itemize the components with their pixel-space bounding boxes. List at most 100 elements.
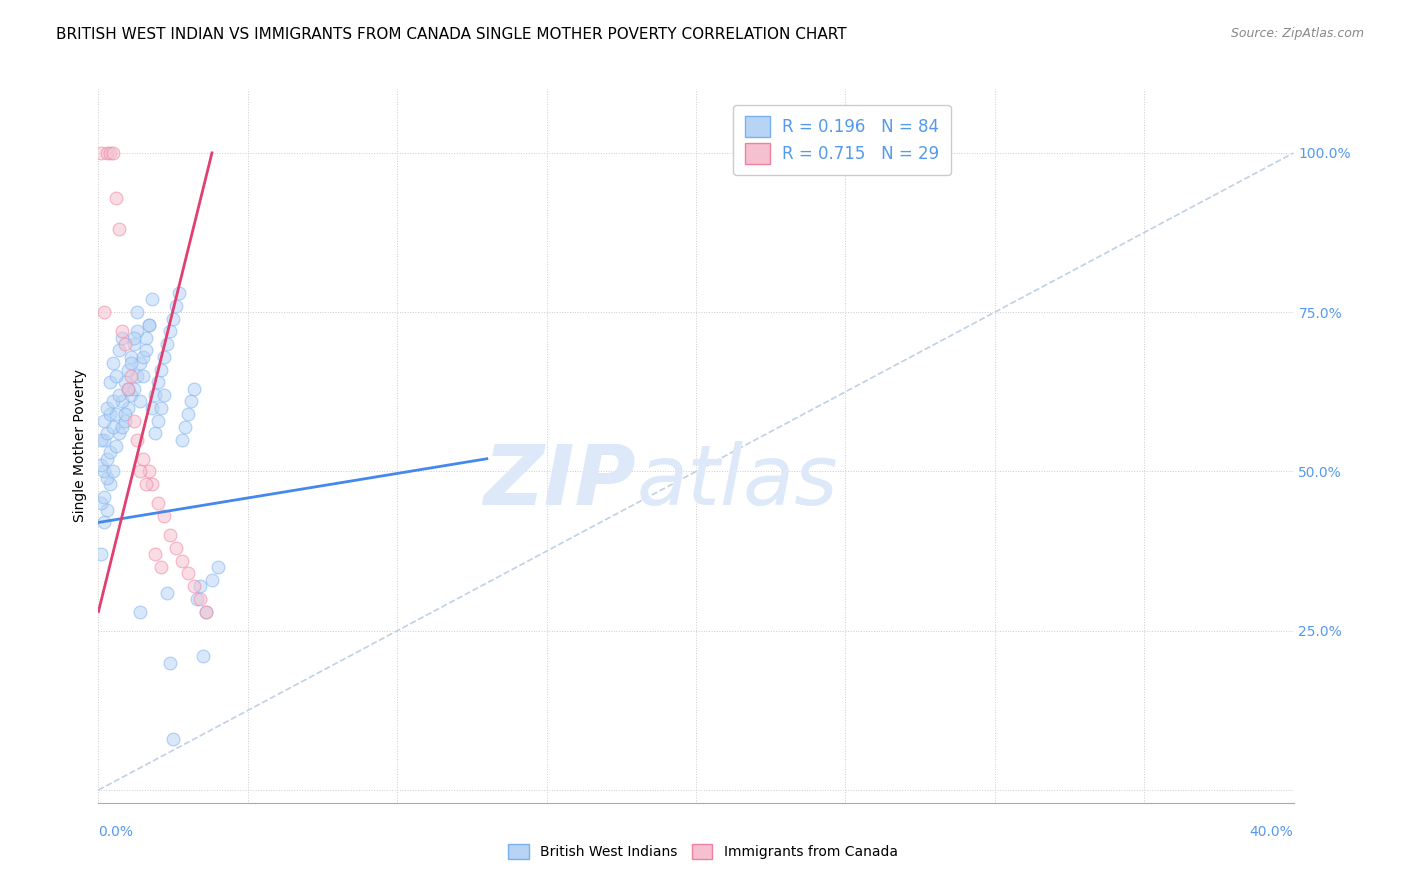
Point bbox=[120, 356, 142, 370]
Legend: British West Indians, Immigrants from Canada: British West Indians, Immigrants from Ca… bbox=[503, 838, 903, 865]
Point bbox=[111, 420, 134, 434]
Point bbox=[114, 376, 136, 390]
Point bbox=[188, 591, 211, 606]
Point bbox=[117, 382, 139, 396]
Point bbox=[124, 382, 146, 396]
Point bbox=[103, 420, 125, 434]
Point bbox=[172, 554, 194, 568]
Point bbox=[124, 331, 146, 345]
Point bbox=[103, 356, 125, 370]
Point bbox=[138, 318, 160, 332]
Point bbox=[96, 401, 118, 415]
Point bbox=[132, 350, 155, 364]
Point bbox=[207, 560, 229, 574]
Point bbox=[124, 413, 146, 427]
Point bbox=[103, 394, 125, 409]
Point bbox=[117, 362, 139, 376]
Point bbox=[129, 465, 152, 479]
Point bbox=[108, 388, 131, 402]
Point bbox=[98, 477, 122, 491]
Point bbox=[90, 458, 112, 472]
Point bbox=[93, 516, 115, 530]
Point bbox=[111, 394, 134, 409]
Point bbox=[93, 413, 115, 427]
Point bbox=[103, 465, 125, 479]
Point bbox=[141, 401, 163, 415]
Point bbox=[98, 376, 122, 390]
Point bbox=[156, 337, 179, 351]
Point bbox=[159, 656, 181, 670]
Point bbox=[177, 566, 200, 581]
Point bbox=[148, 496, 170, 510]
Point bbox=[153, 509, 176, 524]
Point bbox=[143, 388, 166, 402]
Point bbox=[148, 413, 170, 427]
Text: atlas: atlas bbox=[636, 442, 838, 522]
Point bbox=[194, 605, 218, 619]
Point bbox=[111, 324, 134, 338]
Text: BRITISH WEST INDIAN VS IMMIGRANTS FROM CANADA SINGLE MOTHER POVERTY CORRELATION : BRITISH WEST INDIAN VS IMMIGRANTS FROM C… bbox=[56, 27, 846, 42]
Point bbox=[114, 413, 136, 427]
Point bbox=[129, 356, 152, 370]
Point bbox=[90, 496, 112, 510]
Legend: R = 0.196   N = 84, R = 0.715   N = 29: R = 0.196 N = 84, R = 0.715 N = 29 bbox=[734, 104, 950, 176]
Point bbox=[108, 426, 131, 441]
Point bbox=[105, 368, 128, 383]
Point bbox=[174, 420, 197, 434]
Text: 40.0%: 40.0% bbox=[1250, 825, 1294, 839]
Point bbox=[159, 528, 181, 542]
Point bbox=[150, 362, 173, 376]
Point bbox=[90, 547, 112, 561]
Point bbox=[98, 145, 122, 160]
Point bbox=[172, 433, 194, 447]
Point bbox=[117, 382, 139, 396]
Point bbox=[180, 394, 202, 409]
Point bbox=[150, 401, 173, 415]
Point bbox=[127, 324, 149, 338]
Point bbox=[98, 445, 122, 459]
Point bbox=[141, 477, 163, 491]
Point bbox=[201, 573, 224, 587]
Point bbox=[120, 350, 142, 364]
Point bbox=[93, 465, 115, 479]
Point bbox=[114, 407, 136, 421]
Point bbox=[127, 368, 149, 383]
Point bbox=[153, 350, 176, 364]
Point bbox=[129, 394, 152, 409]
Text: Source: ZipAtlas.com: Source: ZipAtlas.com bbox=[1230, 27, 1364, 40]
Point bbox=[105, 190, 128, 204]
Point bbox=[138, 318, 160, 332]
Point bbox=[153, 388, 176, 402]
Point bbox=[165, 541, 187, 555]
Point bbox=[96, 451, 118, 466]
Point bbox=[141, 293, 163, 307]
Text: ZIP: ZIP bbox=[484, 442, 636, 522]
Point bbox=[194, 605, 218, 619]
Point bbox=[183, 579, 205, 593]
Point bbox=[93, 490, 115, 504]
Point bbox=[114, 337, 136, 351]
Point bbox=[108, 222, 131, 236]
Point bbox=[132, 451, 155, 466]
Point bbox=[162, 732, 184, 747]
Point bbox=[96, 471, 118, 485]
Point bbox=[96, 426, 118, 441]
Point bbox=[159, 324, 181, 338]
Point bbox=[90, 145, 112, 160]
Point bbox=[162, 311, 184, 326]
Point bbox=[143, 547, 166, 561]
Point bbox=[150, 560, 173, 574]
Point bbox=[117, 401, 139, 415]
Point bbox=[105, 407, 128, 421]
Point bbox=[90, 433, 112, 447]
Point bbox=[135, 331, 157, 345]
Point bbox=[143, 426, 166, 441]
Point bbox=[186, 591, 208, 606]
Point bbox=[96, 145, 118, 160]
Point bbox=[167, 286, 190, 301]
Point bbox=[96, 502, 118, 516]
Point bbox=[165, 299, 187, 313]
Point bbox=[156, 585, 179, 599]
Point bbox=[188, 579, 211, 593]
Point bbox=[120, 368, 142, 383]
